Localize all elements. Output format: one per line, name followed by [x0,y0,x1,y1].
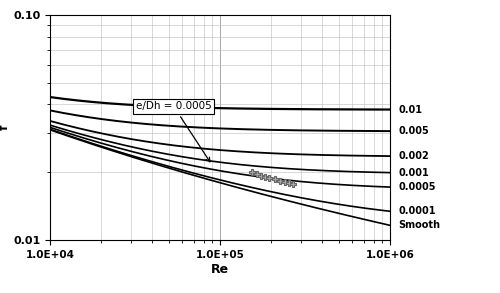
Text: 0.001: 0.001 [398,168,429,178]
Text: 0.0001: 0.0001 [398,206,436,216]
Text: Smooth: Smooth [398,220,440,230]
Text: e/Dh = 0.0005: e/Dh = 0.0005 [136,101,212,162]
Text: 0.01: 0.01 [398,105,422,115]
Text: 0.0005: 0.0005 [398,182,436,192]
Text: 0.002: 0.002 [398,151,429,161]
X-axis label: Re: Re [211,263,229,276]
Text: 0.005: 0.005 [398,126,429,136]
Y-axis label: f: f [0,125,10,130]
